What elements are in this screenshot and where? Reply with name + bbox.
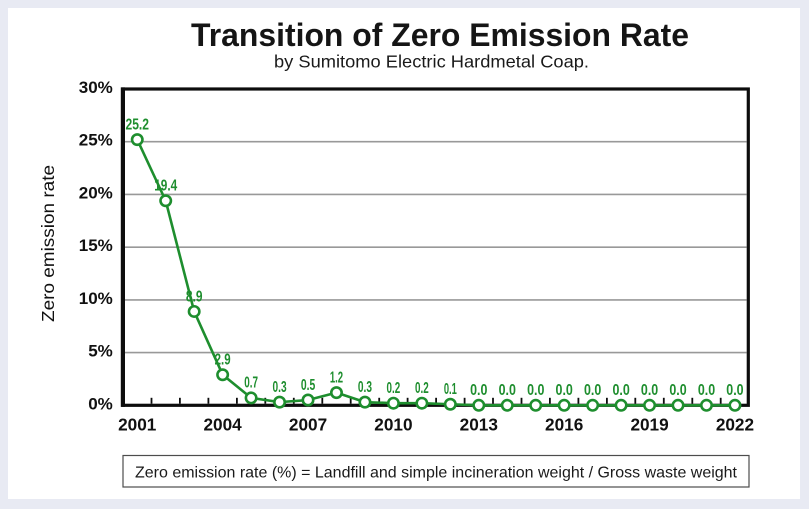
svg-text:30%: 30% bbox=[79, 78, 113, 97]
svg-text:2010: 2010 bbox=[374, 414, 412, 434]
svg-text:0.7: 0.7 bbox=[244, 375, 258, 392]
svg-text:19.4: 19.4 bbox=[154, 178, 177, 195]
svg-text:0.1: 0.1 bbox=[444, 381, 457, 398]
svg-text:0.2: 0.2 bbox=[415, 380, 429, 397]
svg-text:0.0: 0.0 bbox=[641, 382, 658, 399]
svg-text:2001: 2001 bbox=[118, 414, 157, 434]
svg-text:2016: 2016 bbox=[545, 414, 583, 434]
svg-text:1.2: 1.2 bbox=[330, 369, 343, 386]
svg-text:Zero emission rate (%) = Landf: Zero emission rate (%) = Landfill and si… bbox=[135, 465, 738, 482]
svg-text:Transition of Zero Emission Ra: Transition of Zero Emission Rate bbox=[191, 17, 689, 53]
svg-text:0%: 0% bbox=[88, 394, 113, 413]
svg-text:2007: 2007 bbox=[289, 414, 327, 434]
svg-text:10%: 10% bbox=[79, 289, 113, 308]
svg-text:0.0: 0.0 bbox=[612, 382, 629, 399]
svg-text:20%: 20% bbox=[79, 183, 113, 202]
svg-text:2019: 2019 bbox=[630, 414, 668, 434]
svg-text:0.3: 0.3 bbox=[358, 379, 372, 396]
svg-text:2013: 2013 bbox=[460, 414, 498, 434]
svg-text:0.0: 0.0 bbox=[499, 382, 516, 399]
svg-text:Zero emission rate: Zero emission rate bbox=[38, 165, 58, 322]
svg-text:0.5: 0.5 bbox=[301, 377, 315, 394]
svg-text:0.0: 0.0 bbox=[584, 382, 601, 399]
svg-text:0.2: 0.2 bbox=[387, 380, 401, 397]
svg-text:15%: 15% bbox=[79, 236, 113, 255]
svg-text:25.2: 25.2 bbox=[126, 116, 150, 133]
svg-text:0.0: 0.0 bbox=[470, 382, 487, 399]
svg-text:2004: 2004 bbox=[204, 414, 243, 434]
svg-text:0.0: 0.0 bbox=[698, 382, 715, 399]
svg-text:0.3: 0.3 bbox=[273, 379, 287, 396]
svg-text:2.9: 2.9 bbox=[215, 352, 231, 369]
svg-text:25%: 25% bbox=[79, 131, 113, 150]
svg-text:0.0: 0.0 bbox=[669, 382, 686, 399]
svg-text:0.0: 0.0 bbox=[726, 382, 743, 399]
svg-text:8.9: 8.9 bbox=[186, 288, 203, 305]
svg-text:2022: 2022 bbox=[716, 414, 754, 434]
svg-text:0.0: 0.0 bbox=[556, 382, 573, 399]
svg-text:by Sumitomo Electric Hardmetal: by Sumitomo Electric Hardmetal Coap. bbox=[274, 52, 589, 72]
svg-text:0.0: 0.0 bbox=[527, 382, 544, 399]
svg-text:5%: 5% bbox=[88, 342, 113, 361]
